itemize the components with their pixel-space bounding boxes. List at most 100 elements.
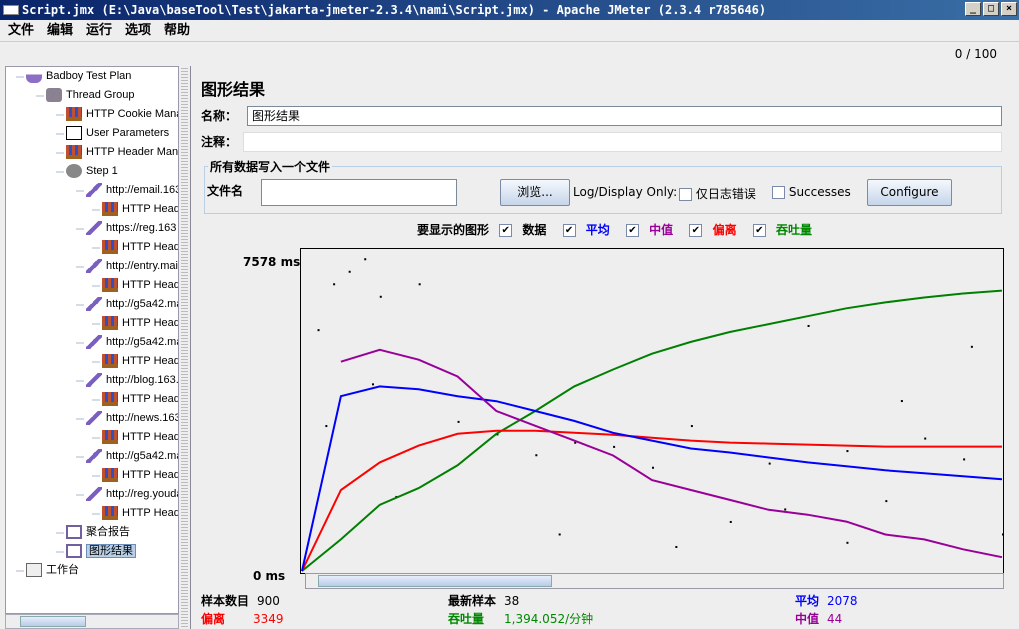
tree-node-label: HTTP Head [122, 393, 179, 405]
throughput-checkbox[interactable]: ✔ [752, 224, 766, 237]
plot-area [300, 248, 1004, 574]
tree-node[interactable]: http://blog.163. [86, 371, 178, 390]
tree-node[interactable]: HTTP Head [102, 276, 178, 295]
deviation-line [301, 429, 1002, 572]
tree-node-label: HTTP Cookie Manag [86, 108, 179, 120]
legend-throughput: 吞吐量 [775, 223, 812, 237]
tree-node[interactable]: Thread Group [46, 86, 134, 105]
tree-node[interactable]: HTTP Cookie Manag [66, 105, 179, 124]
deviation-checkbox[interactable]: ✔ [689, 224, 703, 237]
sampler-icon [86, 487, 102, 502]
tree-node[interactable]: 聚合报告 [66, 523, 130, 542]
test-plan-tree[interactable]: Badboy Test Plan Thread Group HTTP Cookie … [5, 66, 179, 614]
tree-node[interactable]: http://g5a42.ma [86, 295, 179, 314]
average-value: 2078 [827, 594, 858, 608]
data-point [558, 533, 561, 536]
tree-node[interactable]: http://entry.mai [86, 257, 178, 276]
group-title: 所有数据写入一个文件 [208, 158, 333, 175]
tree-node-label: http://news.163 [106, 412, 179, 424]
throughput-line [301, 289, 1003, 572]
errors-only-label: 仅日志错误 [695, 187, 756, 201]
y-min-label: 0 ms [253, 569, 286, 583]
menu-run[interactable]: 运行 [86, 23, 113, 38]
workbench-icon [26, 563, 42, 578]
data-point [333, 283, 336, 286]
tree-node[interactable]: User Parameters [66, 124, 169, 143]
tree-node-label: http://g5a42.ma [106, 298, 179, 310]
scroll-thumb[interactable] [20, 616, 86, 627]
data-point [690, 425, 693, 428]
split-pane-divider[interactable] [181, 66, 188, 629]
data-point [784, 508, 787, 511]
config-rack-icon [102, 316, 118, 331]
errors-only-checkbox[interactable] [679, 188, 692, 201]
config-rack-icon [102, 468, 118, 483]
filename-input[interactable] [261, 179, 457, 206]
tree-node[interactable]: HTTP Head [102, 352, 178, 371]
tree-node[interactable]: HTTP Head [102, 314, 179, 333]
tree-node[interactable]: 工作台 [26, 561, 79, 580]
name-input[interactable]: 图形结果 [247, 106, 1002, 126]
chart-horizontal-scrollbar[interactable] [305, 573, 1004, 589]
average-line [301, 385, 1003, 572]
flask-icon [26, 69, 42, 84]
menu-options[interactable]: 选项 [125, 23, 152, 38]
thread-group-icon [46, 88, 62, 103]
data-point [348, 270, 351, 273]
data-point [457, 420, 460, 423]
median-checkbox[interactable]: ✔ [625, 224, 639, 237]
tree-node[interactable]: HTTP Head [102, 390, 179, 409]
close-button[interactable]: × [1001, 2, 1017, 16]
data-point [768, 462, 771, 465]
tree-node-label: User Parameters [86, 127, 170, 139]
successes-checkbox[interactable] [772, 186, 785, 199]
tree-node-label: http://g5a42.ma [106, 336, 179, 348]
write-to-file-group: 所有数据写入一个文件 文件名 浏览... Log/Display Only: 仅… [204, 158, 1002, 214]
tree-node[interactable]: Badboy Test Plan [26, 67, 131, 86]
average-label: 平均 [795, 594, 820, 608]
tree-node[interactable]: HTTP Head [102, 200, 178, 219]
tree-node[interactable]: HTTP Header Mana [66, 143, 178, 162]
data-point [924, 437, 927, 440]
deviation-label: 偏离 [201, 612, 226, 626]
latest-label: 最新样本 [448, 594, 497, 608]
menu-help[interactable]: 帮助 [164, 23, 191, 38]
tree-node[interactable]: HTTP Head [102, 466, 178, 485]
tree-node[interactable]: Step 1 [66, 162, 118, 181]
name-label: 名称： [201, 109, 238, 123]
minimize-button[interactable]: _ [965, 2, 981, 16]
menu-file[interactable]: 文件 [8, 23, 35, 38]
maximize-button[interactable]: □ [983, 2, 999, 16]
tree-node[interactable]: HTTP Head [102, 504, 178, 523]
tree-node[interactable]: HTTP Head [102, 428, 178, 447]
latest-value: 38 [504, 594, 520, 608]
tree-node[interactable]: http://reg.youda [86, 485, 178, 504]
sampler-icon [86, 411, 102, 426]
tree-node-label: HTTP Head [122, 317, 179, 329]
data-point [652, 466, 654, 469]
average-checkbox[interactable]: ✔ [562, 224, 576, 237]
menu-edit[interactable]: 编辑 [47, 23, 74, 38]
configure-button[interactable]: Configure [867, 179, 952, 206]
sampler-icon [86, 183, 102, 198]
tree-lines [16, 76, 100, 572]
sampler-icon [86, 335, 102, 350]
tree-node[interactable]: http://g5a42.ma [86, 447, 178, 466]
config-rack-icon [66, 145, 82, 160]
browse-button[interactable]: 浏览... [500, 179, 570, 206]
chart-scroll-thumb[interactable] [318, 575, 552, 587]
data-point [535, 454, 538, 457]
data-point [963, 458, 966, 461]
tree-horizontal-scrollbar[interactable] [5, 614, 179, 629]
tree-node[interactable]: 图形结果 [66, 542, 136, 561]
tree-node[interactable]: HTTP Head [102, 238, 178, 257]
tree-node[interactable]: https://reg.163 [86, 219, 176, 238]
comment-input[interactable] [243, 132, 1002, 152]
tree-node[interactable]: http://news.163 [86, 409, 179, 428]
legend-median: 中值 [649, 223, 674, 237]
tree-node[interactable]: http://email.163 [86, 181, 178, 200]
filename-label: 文件名 [207, 184, 244, 198]
tree-node[interactable]: http://g5a42.ma [86, 333, 179, 352]
data-checkbox[interactable]: ✔ [499, 224, 513, 237]
show-graphs-label: 要显示的图形 [417, 223, 490, 237]
